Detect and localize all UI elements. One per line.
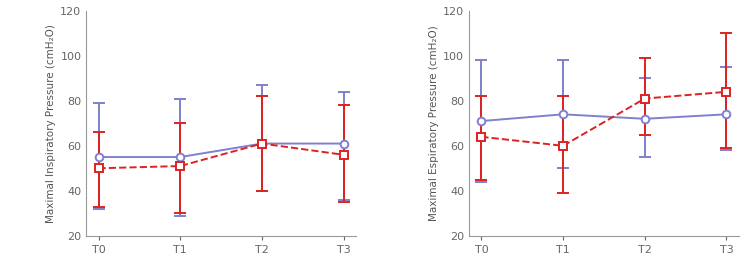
Y-axis label: Maximal Espiratory Pressure (cmH₂O): Maximal Espiratory Pressure (cmH₂O) — [429, 25, 439, 221]
Y-axis label: Maximal Inspiratory Pressure (cmH₂O): Maximal Inspiratory Pressure (cmH₂O) — [46, 24, 56, 223]
